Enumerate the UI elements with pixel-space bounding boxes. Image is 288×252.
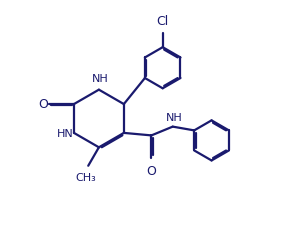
Text: O: O — [38, 98, 48, 111]
Text: CH₃: CH₃ — [76, 173, 96, 183]
Text: NH: NH — [92, 74, 109, 84]
Text: HN: HN — [57, 129, 73, 139]
Text: Cl: Cl — [157, 15, 169, 28]
Text: O: O — [147, 165, 156, 178]
Text: NH: NH — [166, 113, 182, 123]
